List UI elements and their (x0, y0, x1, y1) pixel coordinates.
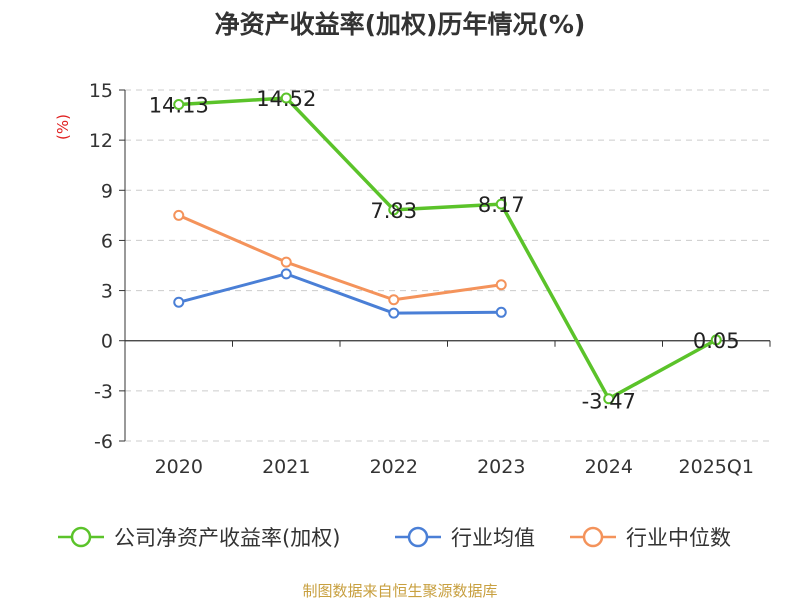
y-tick-label: 0 (101, 331, 113, 353)
data-point (495, 306, 507, 318)
data-label: 0.05 (693, 329, 740, 353)
gridlines (125, 89, 770, 442)
data-labels: 14.13 14.52 7.83 8.17 -3.47 0.05 (149, 87, 740, 414)
series-lines (173, 92, 722, 405)
data-point (495, 198, 507, 210)
data-point (710, 334, 722, 346)
data-point (603, 393, 615, 405)
data-point (495, 279, 507, 291)
y-tick-label: 3 (101, 281, 113, 303)
x-tick-label: 2025Q1 (679, 456, 754, 478)
legend-label: 行业均值 (451, 526, 535, 550)
x-tick-label: 2022 (370, 456, 418, 478)
chart-title: 净资产收益率(加权)历年情况(%) (215, 10, 586, 39)
x-tick-label: 2021 (262, 456, 310, 478)
legend-label: 行业中位数 (626, 526, 731, 550)
y-tick-label: 15 (89, 80, 113, 102)
y-axis-unit-label: (%) (54, 114, 72, 140)
x-tick-label: 2023 (477, 456, 525, 478)
series-line (178, 213, 502, 302)
legend-swatch-marker (582, 526, 604, 548)
data-point (173, 209, 185, 221)
data-label: 14.13 (149, 94, 209, 118)
data-point (173, 296, 185, 308)
y-tick-label: -6 (94, 431, 113, 453)
data-label: 8.17 (478, 193, 525, 217)
y-tick-label: 6 (101, 230, 113, 252)
axes: 15 12 9 6 3 0 -3 -6 2020 2021 2022 2023 2024 2025Q1 (89, 80, 771, 478)
legend: 公司净资产收益率(加权) 行业均值 行业中位数 (58, 526, 731, 550)
x-tick-label: 2020 (155, 456, 203, 478)
data-label: 14.52 (256, 87, 316, 111)
data-point (173, 99, 185, 111)
x-tick-label: 2024 (585, 456, 633, 478)
y-tick-label: 12 (89, 130, 113, 152)
data-label: -3.47 (582, 390, 636, 414)
legend-swatch-marker (407, 526, 429, 548)
data-point (280, 256, 292, 268)
data-point (388, 307, 400, 319)
legend-swatch-marker (70, 526, 92, 548)
legend-label: 公司净资产收益率(加权) (114, 526, 340, 550)
data-point (388, 294, 400, 306)
data-point (280, 92, 292, 104)
y-tick-label: -3 (94, 381, 113, 403)
data-point (280, 268, 292, 280)
data-label: 7.83 (370, 199, 417, 223)
data-point (388, 204, 400, 216)
y-tick-label: 9 (101, 180, 113, 202)
source-note: 制图数据来自恒生聚源数据库 (302, 582, 497, 600)
series-line (178, 272, 502, 315)
series-line (178, 96, 718, 401)
